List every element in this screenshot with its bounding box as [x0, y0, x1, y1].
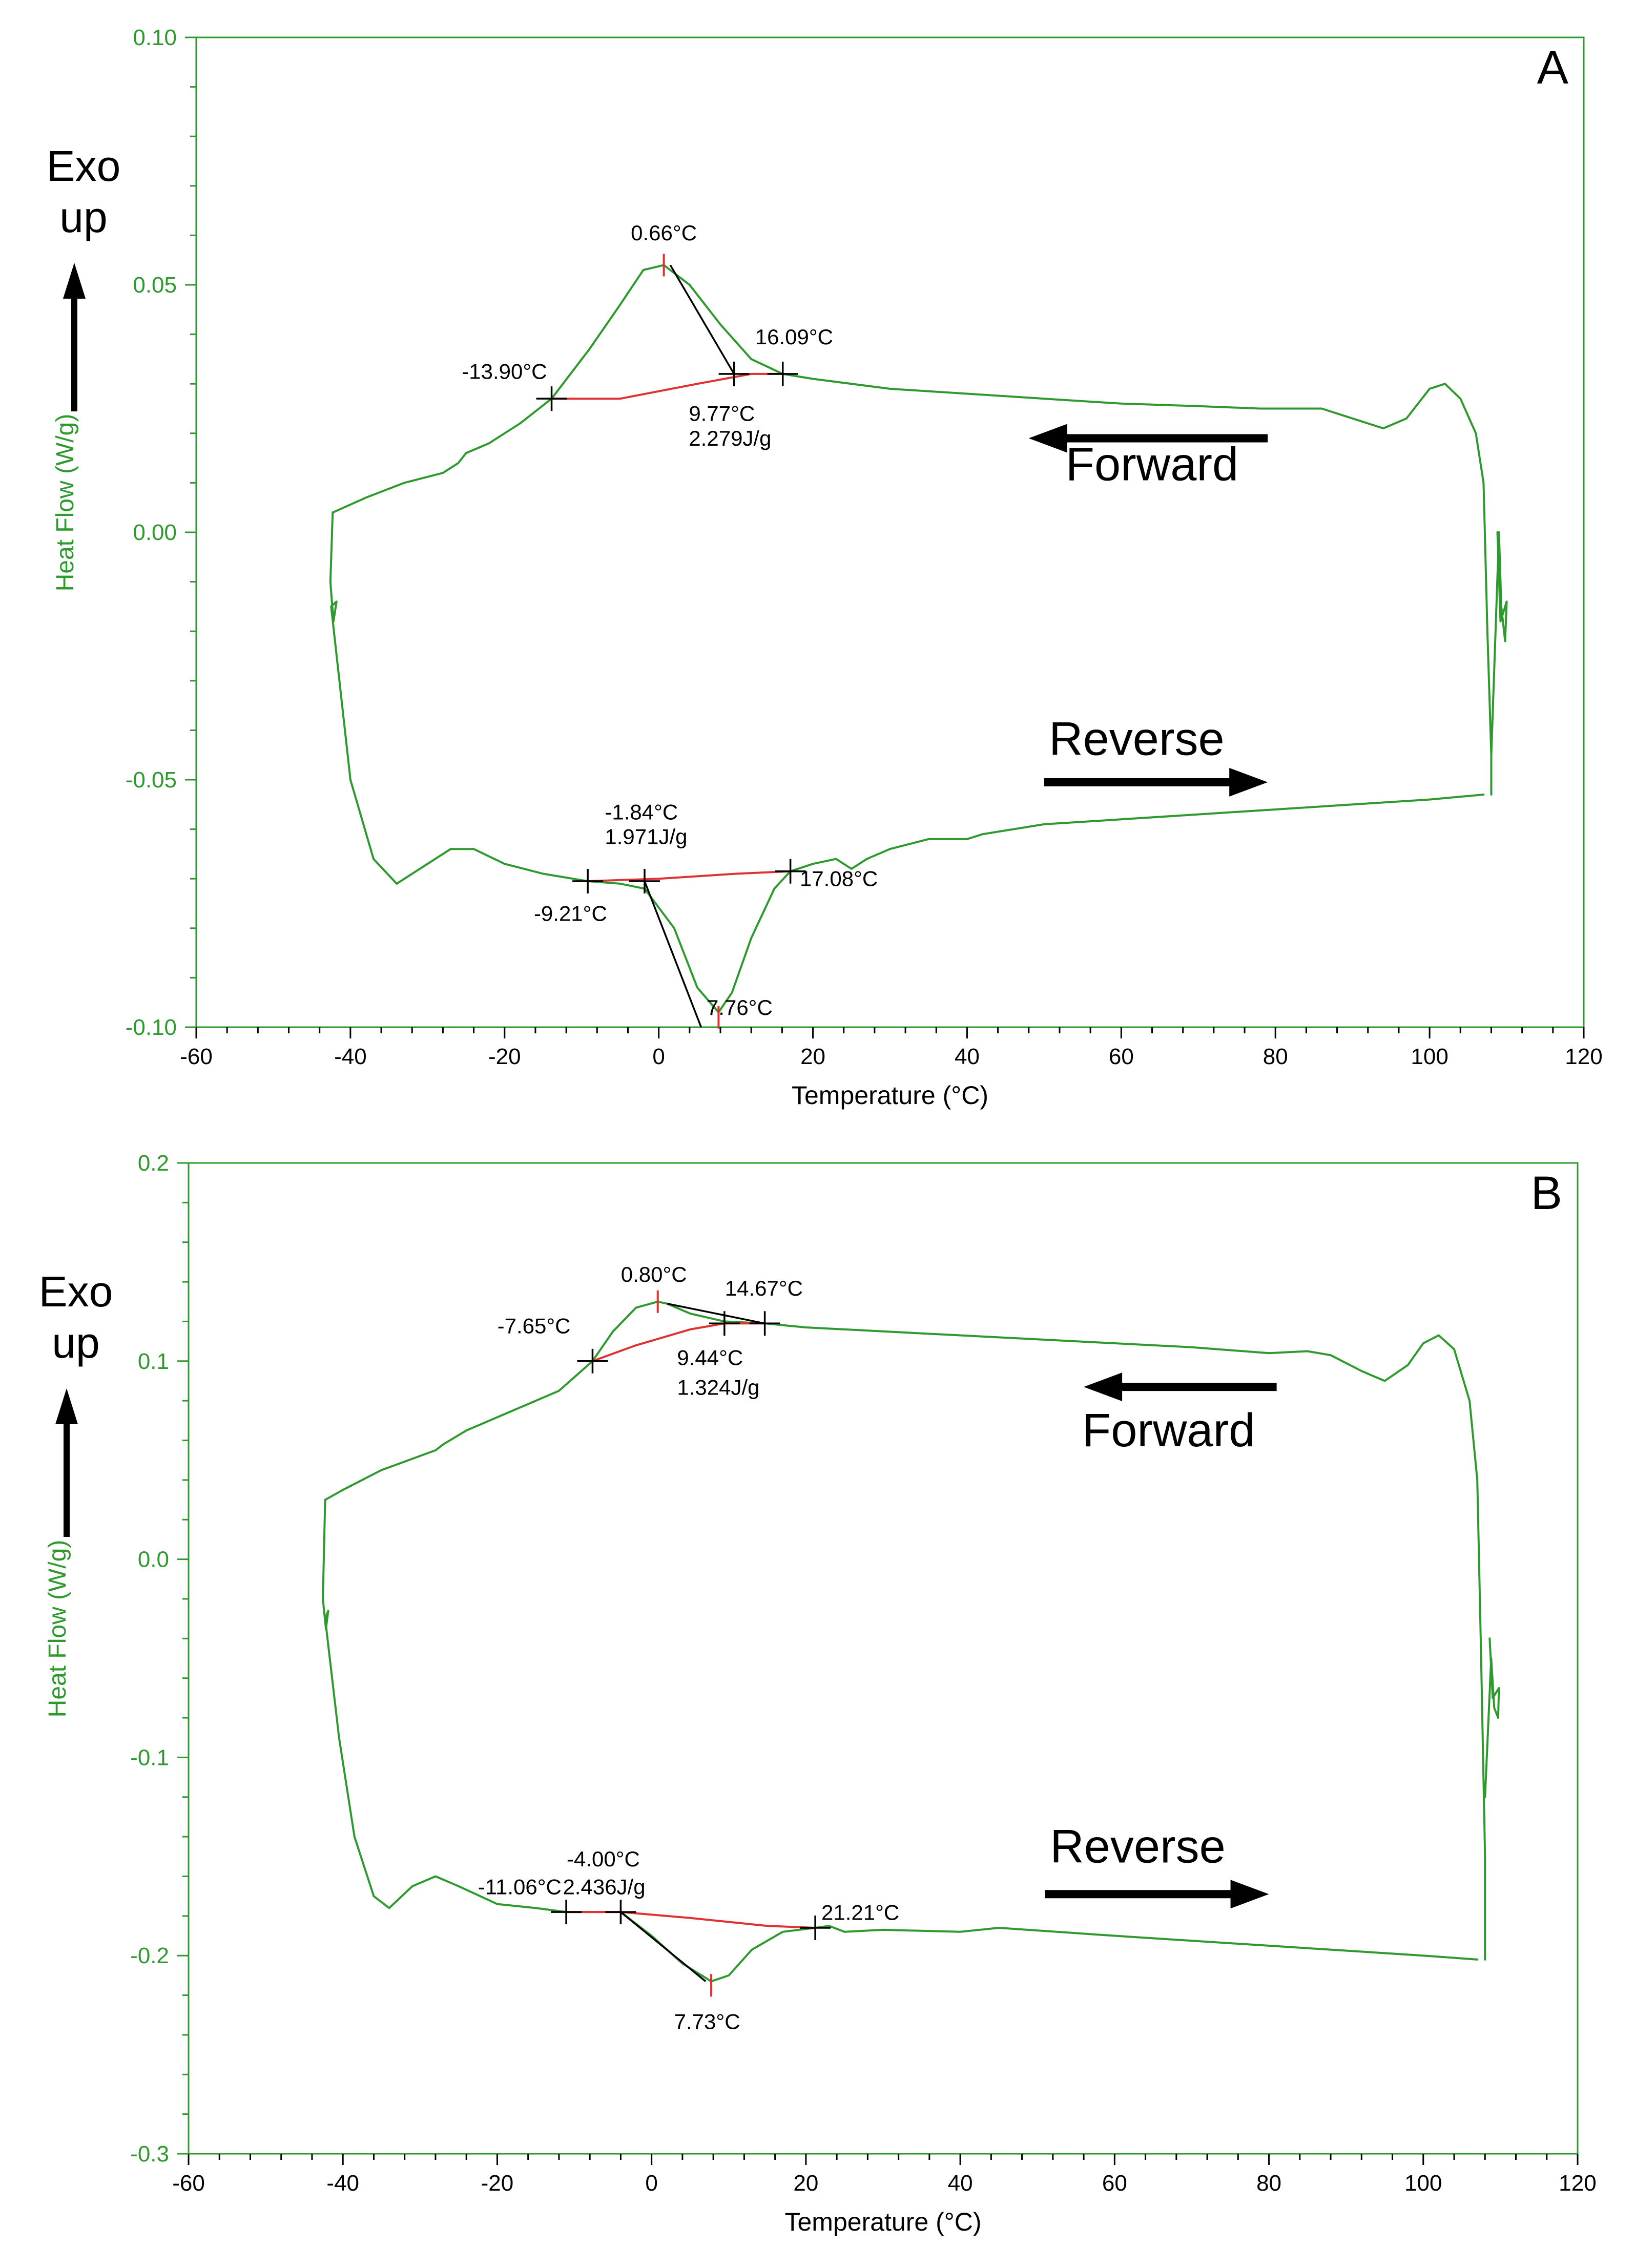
- y-tick-label: -0.05: [126, 767, 177, 793]
- direction-arrow-head: [1028, 424, 1067, 453]
- x-tick-label: -40: [326, 2171, 359, 2196]
- x-tick-label: 40: [948, 2171, 973, 2196]
- panel-label: B: [1531, 1167, 1562, 1219]
- x-tick-label: 0: [645, 2171, 657, 2196]
- trace-high-temperature-segment: [1268, 1334, 1486, 1961]
- annotation-label: 1.324J/g: [677, 1376, 759, 1400]
- exo-up-label: up: [52, 1319, 99, 1367]
- annotation-label: -1.84°C: [605, 800, 678, 824]
- annotation-label: 7.76°C: [707, 995, 773, 1019]
- annotation-label: 0.80°C: [621, 1262, 687, 1286]
- y-tick-label: -0.2: [130, 1943, 169, 1968]
- panel-label: A: [1537, 41, 1569, 94]
- trace-reverse: [324, 1617, 1479, 1983]
- annotation-label: -9.21°C: [534, 901, 607, 925]
- direction-arrow-head: [1229, 767, 1268, 797]
- exo-arrow-head: [55, 1388, 78, 1424]
- x-tick-label: 40: [955, 1044, 980, 1069]
- x-tick-label: -60: [172, 2171, 205, 2196]
- direction-label-reverse: Reverse: [1050, 1820, 1226, 1872]
- onset-tangent: [644, 881, 702, 1028]
- direction-label-reverse: Reverse: [1049, 713, 1225, 765]
- plot-frame: [188, 1162, 1579, 2155]
- exo-up-label: up: [59, 193, 107, 241]
- annotation-label: 9.77°C: [689, 402, 755, 426]
- y-tick-label: 0.10: [133, 25, 177, 50]
- trace-high-temperature-segment: [1259, 383, 1493, 796]
- trace-right-wiggle: [1490, 531, 1508, 756]
- annotation-label: 2.436J/g: [563, 1875, 645, 1899]
- trace-low-temperature-segment: [329, 511, 338, 622]
- onset-tangent: [669, 264, 735, 374]
- panel-b: -60 -40 -20 0 20 40 60 80 100 120 -0.3 -0.2 -0.1 0.0 0…: [39, 1151, 1597, 2236]
- direction-label-forward: Forward: [1066, 439, 1238, 491]
- x-axis-title: Temperature (°C): [785, 2208, 982, 2236]
- annotation-label: 2.279J/g: [689, 426, 771, 450]
- integration-baseline: [566, 1911, 816, 1929]
- trace-reverse: [330, 605, 1485, 1013]
- y-tick-label: 0.1: [138, 1349, 169, 1374]
- panel-a: -60 -40 -20 0 20 40 60 80 100 120 -0.10 -0.05 0.00 0.…: [47, 25, 1603, 1110]
- annotation-label: -7.65°C: [498, 1314, 571, 1338]
- exo-arrow-head: [63, 263, 86, 299]
- x-tick-label: -60: [180, 1044, 213, 1069]
- y-tick-label: -0.10: [126, 1015, 177, 1040]
- trace-forward: [332, 264, 1261, 514]
- annotation-label: 1.971J/g: [605, 825, 687, 849]
- x-tick-label: 60: [1109, 1044, 1134, 1069]
- x-tick-label: 100: [1404, 2171, 1442, 2196]
- trace-low-temperature-segment: [322, 1499, 329, 1630]
- x-tick-label: 120: [1565, 1044, 1602, 1069]
- y-tick-label: -0.3: [130, 2141, 169, 2167]
- annotation-label: 7.73°C: [674, 2009, 740, 2033]
- onset-tangent: [667, 1302, 765, 1325]
- annotation-label: -13.90°C: [462, 360, 547, 384]
- x-tick-label: -40: [334, 1044, 367, 1069]
- x-tick-label: 80: [1256, 2171, 1281, 2196]
- trace-right-wiggle: [1484, 1637, 1500, 1798]
- y-tick-label: 0.00: [133, 520, 177, 545]
- exo-label: Exo: [47, 142, 121, 190]
- annotation-label: 16.09°C: [755, 325, 833, 349]
- y-tick-label: 0.05: [133, 273, 177, 298]
- x-tick-label: -20: [488, 1044, 521, 1069]
- direction-arrow-head: [1230, 1880, 1269, 1909]
- x-axis-title: Temperature (°C): [792, 1081, 988, 1110]
- x-tick-label: 120: [1559, 2171, 1596, 2196]
- annotation-label: -11.06°C: [478, 1875, 562, 1899]
- x-tick-label: 100: [1411, 1044, 1448, 1069]
- y-axis-title: Heat Flow (W/g): [44, 1540, 71, 1718]
- trace-forward: [324, 1300, 1270, 1501]
- direction-arrow-head: [1084, 1372, 1123, 1402]
- x-tick-label: 20: [800, 1044, 825, 1069]
- x-tick-label: 0: [652, 1044, 665, 1069]
- integration-baseline: [551, 372, 783, 400]
- y-axis-title: Heat Flow (W/g): [52, 414, 79, 592]
- annotation-label: 0.66°C: [631, 221, 697, 245]
- x-tick-label: 60: [1102, 2171, 1127, 2196]
- annotation-label: 9.44°C: [677, 1346, 743, 1370]
- x-tick-label: 20: [793, 2171, 818, 2196]
- annotation-label: -4.00°C: [567, 1847, 640, 1871]
- onset-tangent: [620, 1911, 707, 1982]
- annotation-label: 14.67°C: [725, 1276, 803, 1300]
- y-tick-label: 0.0: [138, 1547, 169, 1572]
- y-tick-label: -0.1: [130, 1745, 169, 1770]
- x-tick-label: -20: [481, 2171, 514, 2196]
- y-tick-label: 0.2: [138, 1151, 169, 1176]
- x-tick-label: 80: [1263, 1044, 1288, 1069]
- exo-label: Exo: [39, 1267, 113, 1316]
- annotation-label: 17.08°C: [800, 867, 878, 891]
- direction-label-forward: Forward: [1082, 1404, 1255, 1456]
- annotation-label: 21.21°C: [821, 1901, 899, 1925]
- integration-baseline: [588, 870, 791, 882]
